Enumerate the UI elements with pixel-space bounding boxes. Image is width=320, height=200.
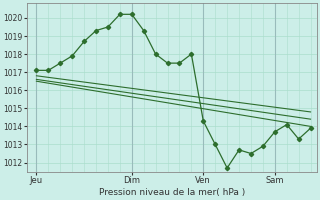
X-axis label: Pression niveau de la mer( hPa ): Pression niveau de la mer( hPa )	[99, 188, 245, 197]
